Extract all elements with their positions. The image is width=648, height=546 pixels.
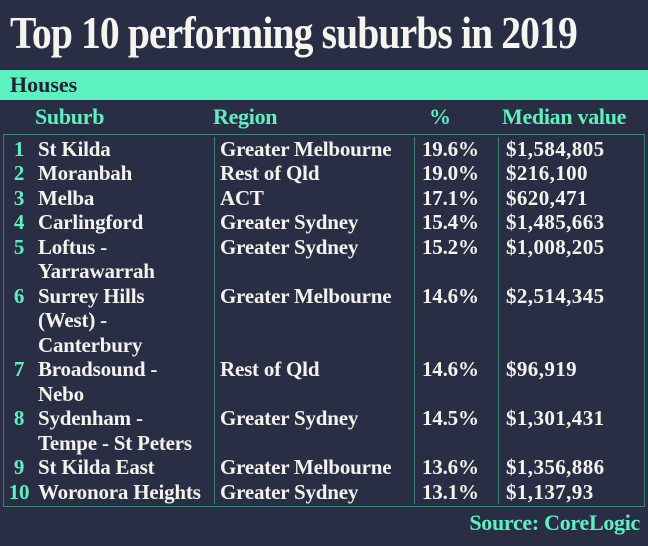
median-value: $1,584,805 xyxy=(498,136,644,162)
rank-number: 9 xyxy=(13,455,25,480)
section-label: Houses xyxy=(10,71,78,97)
median-value: $1,301,431 xyxy=(498,406,644,456)
median-value: $2,514,345 xyxy=(498,283,644,358)
percent-value: 15.2% xyxy=(414,234,498,284)
region-value: ACT xyxy=(214,185,414,211)
region-value: Greater Melbourne xyxy=(214,136,414,162)
rank-number: 5 xyxy=(13,234,25,259)
suburb-name: Loftus - Yarrawarrah xyxy=(38,234,155,284)
median-value: $96,919 xyxy=(498,357,644,407)
source-attribution: Source: CoreLogic xyxy=(469,510,640,536)
region-value: Rest of Qld xyxy=(214,357,414,407)
percent-value: 17.1% xyxy=(414,185,498,211)
region-value: Greater Sydney xyxy=(214,210,414,235)
suburb-name: Moranbah xyxy=(38,161,133,186)
suburb-name: St Kilda East xyxy=(38,455,155,480)
median-value: $1,356,886 xyxy=(498,455,644,480)
percent-value: 14.6% xyxy=(414,357,498,407)
column-header-median: Median value xyxy=(502,103,627,129)
column-header-suburb: Suburb xyxy=(35,103,105,129)
suburb-name: St Kilda xyxy=(38,136,111,161)
median-value: $620,471 xyxy=(498,185,644,211)
percent-value: 13.6% xyxy=(414,455,498,480)
suburb-name: Sydenham - Tempe - St Peters xyxy=(38,406,192,455)
region-value: Rest of Qld xyxy=(214,161,414,186)
percent-value: 14.5% xyxy=(414,406,498,456)
median-value: $1,137,93 xyxy=(498,479,644,505)
median-value: $216,100 xyxy=(498,161,644,186)
page-title: Top 10 performing suburbs in 2019 xyxy=(10,8,578,58)
column-header-percent: % xyxy=(429,103,451,129)
rank-number: 2 xyxy=(13,161,25,186)
table-header: Suburb Region % Median value xyxy=(3,100,645,134)
percent-value: 14.6% xyxy=(414,283,498,358)
percent-value: 19.0% xyxy=(414,161,498,186)
rank-number: 6 xyxy=(13,283,25,308)
suburb-name: Melba xyxy=(38,185,95,210)
suburb-name: Broadsound - Nebo xyxy=(38,357,158,406)
median-value: $1,008,205 xyxy=(498,234,644,284)
rank-number: 10 xyxy=(8,479,30,504)
rank-number: 4 xyxy=(13,210,25,235)
percent-value: 13.1% xyxy=(414,479,498,505)
table-body: 1 St Kilda Greater Melbourne 19.6% $1,58… xyxy=(3,133,645,508)
rank-number: 1 xyxy=(13,136,25,161)
region-value: Greater Melbourne xyxy=(214,283,414,358)
suburb-name: Woronora Heights xyxy=(38,479,201,504)
suburb-name: Carlingford xyxy=(38,210,144,235)
region-value: Greater Melbourne xyxy=(214,455,414,480)
suburb-name: Surrey Hills (West) - Canterbury xyxy=(38,283,145,357)
rank-number: 8 xyxy=(13,406,25,431)
column-header-region: Region xyxy=(213,103,278,129)
rank-number: 7 xyxy=(13,357,25,382)
percent-value: 15.4% xyxy=(414,210,498,235)
region-value: Greater Sydney xyxy=(214,479,414,505)
region-value: Greater Sydney xyxy=(214,234,414,284)
section-bar: Houses xyxy=(0,69,648,100)
rank-number: 3 xyxy=(13,185,25,210)
median-value: $1,485,663 xyxy=(498,210,644,235)
percent-value: 19.6% xyxy=(414,136,498,162)
region-value: Greater Sydney xyxy=(214,406,414,456)
